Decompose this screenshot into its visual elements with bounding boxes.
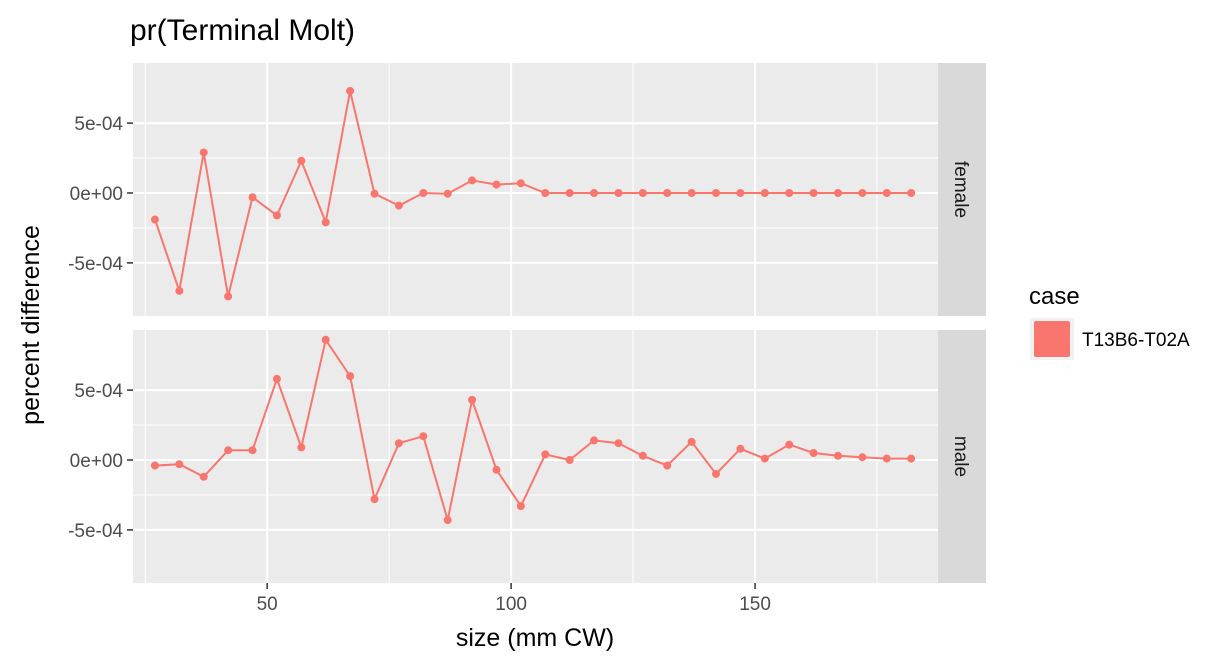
data-point (199, 472, 208, 481)
data-point (297, 156, 306, 165)
data-point (590, 188, 599, 197)
data-point (907, 188, 916, 197)
data-point (760, 454, 769, 463)
series-line (154, 90, 912, 297)
facet-strip (938, 330, 986, 583)
y-tick-label: 0e+00 (70, 451, 123, 472)
data-point (833, 188, 842, 197)
data-point (199, 148, 208, 157)
data-point (150, 461, 159, 470)
data-point (443, 189, 452, 198)
data-point (712, 188, 721, 197)
facet-panels: -5e-04 0e+00 5e-04 female -5e-04 0e+00 5e-04 ma… (68, 63, 986, 615)
data-point (590, 436, 599, 445)
data-point (419, 188, 428, 197)
data-point (370, 495, 379, 504)
facet-strip (938, 63, 986, 316)
x-axis-title: size (mm CW) (456, 624, 614, 652)
data-point (809, 449, 818, 458)
data-point (809, 188, 818, 197)
panel-background (133, 330, 938, 583)
data-point (687, 437, 696, 446)
data-point (882, 188, 891, 197)
data-point (516, 179, 525, 188)
data-point (394, 439, 403, 448)
data-point (468, 395, 477, 404)
data-point (175, 460, 184, 469)
data-point (565, 188, 574, 197)
data-point (394, 201, 403, 210)
data-point (858, 453, 867, 462)
data-point (638, 188, 647, 197)
data-point (565, 455, 574, 464)
data-point (248, 193, 257, 202)
data-point (419, 432, 428, 441)
data-point (663, 461, 672, 470)
data-point (663, 188, 672, 197)
data-point (760, 188, 769, 197)
data-point (614, 439, 623, 448)
data-point (541, 450, 550, 459)
data-point (736, 444, 745, 453)
x-axis: 50 100 150 (257, 583, 771, 615)
legend-swatch (1034, 321, 1070, 357)
legend-entry-label: T13B6-T02A (1082, 330, 1190, 351)
data-point (712, 469, 721, 478)
facet-panel-male: -5e-04 0e+00 5e-04 male (68, 330, 986, 583)
data-point (687, 188, 696, 197)
y-tick-label: 0e+00 (70, 184, 123, 205)
data-point (224, 292, 233, 301)
data-point (346, 86, 355, 95)
data-point (833, 451, 842, 460)
data-point (638, 451, 647, 460)
facet-strip-label: female (950, 161, 971, 218)
data-point (468, 176, 477, 185)
legend-title: case (1029, 283, 1080, 310)
facet-strip-label: male (950, 436, 971, 477)
data-point (272, 211, 281, 220)
data-point (785, 188, 794, 197)
data-point (858, 188, 867, 197)
series-line (154, 337, 912, 521)
x-tick-label: 150 (739, 594, 771, 615)
data-point (321, 335, 330, 344)
data-point (248, 446, 257, 455)
y-tick-label: -5e-04 (68, 254, 123, 275)
data-point (614, 188, 623, 197)
data-point (224, 446, 233, 455)
facet-panel-female: -5e-04 0e+00 5e-04 female (68, 63, 986, 316)
x-tick-label: 50 (257, 594, 278, 615)
y-tick-label: -5e-04 (68, 521, 123, 542)
data-point (346, 372, 355, 381)
y-tick-label: 5e-04 (74, 114, 123, 135)
data-point (882, 454, 891, 463)
data-point (907, 454, 916, 463)
data-point (370, 189, 379, 198)
data-point (443, 516, 452, 525)
legend: case T13B6-T02A (1029, 283, 1190, 360)
data-point (785, 440, 794, 449)
data-point (492, 465, 501, 474)
data-point (321, 218, 330, 227)
x-tick-label: 100 (495, 594, 527, 615)
chart-title: pr(Terminal Molt) (130, 14, 355, 47)
data-point (272, 374, 281, 383)
y-tick-label: 5e-04 (74, 381, 123, 402)
data-point (736, 188, 745, 197)
y-axis-title: percent difference (17, 225, 45, 425)
data-point (541, 188, 550, 197)
data-point (297, 443, 306, 452)
data-point (492, 180, 501, 189)
data-point (516, 502, 525, 511)
data-point (175, 286, 184, 295)
data-point (150, 215, 159, 224)
